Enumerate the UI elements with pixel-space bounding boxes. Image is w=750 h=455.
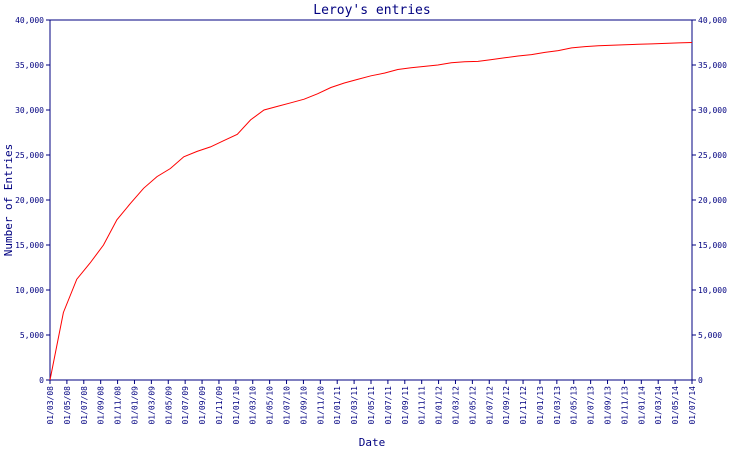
x-tick-label: 01/09/12	[502, 386, 511, 425]
x-tick-label: 01/03/11	[350, 386, 359, 425]
x-tick-label: 01/11/11	[418, 386, 427, 425]
chart-title: Leroy's entries	[313, 3, 430, 18]
y-right-tick-label: 30,000	[698, 106, 727, 115]
x-tick-label: 01/07/10	[283, 386, 292, 425]
x-tick-label: 01/01/13	[536, 386, 545, 425]
x-tick-label: 01/11/08	[114, 386, 123, 425]
y-right-tick-label: 5,000	[698, 331, 722, 340]
y-left-tick-label: 10,000	[15, 286, 44, 295]
y-left-tick-label: 20,000	[15, 196, 44, 205]
x-tick-label: 01/03/14	[654, 386, 663, 425]
y-left-tick-label: 25,000	[15, 151, 44, 160]
x-tick-label: 01/03/10	[249, 386, 258, 425]
x-tick-label: 01/05/12	[468, 386, 477, 425]
x-tick-label: 01/01/09	[130, 386, 139, 425]
x-tick-label: 01/09/08	[97, 386, 106, 425]
x-tick-label: 01/09/11	[401, 386, 410, 425]
x-tick-label: 01/09/09	[198, 386, 207, 425]
x-tick-label: 01/03/12	[451, 386, 460, 425]
y-left-tick-label: 0	[39, 376, 44, 385]
x-tick-label: 01/03/08	[46, 386, 55, 425]
series-line	[49, 42, 693, 381]
y-left-tick-label: 5,000	[20, 331, 44, 340]
x-tick-label: 01/09/13	[604, 386, 613, 425]
y-axis-right: 0 5,000 10,000 15,000 20,000 25,000 30,000 35,0…	[692, 16, 727, 385]
x-tick-label: 01/05/08	[63, 386, 72, 425]
y-left-tick-label: 15,000	[15, 241, 44, 250]
x-tick-label: 01/05/13	[570, 386, 579, 425]
x-tick-label: 01/07/14	[688, 386, 697, 425]
x-tick-label: 01/05/14	[671, 386, 680, 425]
x-tick-label: 01/05/11	[367, 386, 376, 425]
y-right-tick-label: 10,000	[698, 286, 727, 295]
x-tick-label: 01/01/11	[333, 386, 342, 425]
x-tick-label: 01/01/12	[435, 386, 444, 425]
x-tick-label: 01/11/12	[519, 386, 528, 425]
y-axis-left: 0 5,000 10,000 15,000 20,000 25,000 30,000 35,0…	[15, 16, 50, 385]
y-axis-label: Number of Entries	[2, 144, 15, 257]
x-tick-label: 01/05/09	[164, 386, 173, 425]
x-tick-label: 01/07/12	[485, 386, 494, 425]
y-right-tick-label: 40,000	[698, 16, 727, 25]
x-tick-label: 01/03/13	[553, 386, 562, 425]
x-tick-label: 01/11/10	[316, 386, 325, 425]
x-tick-label: 01/01/10	[232, 386, 241, 425]
x-tick-label: 01/09/10	[299, 386, 308, 425]
x-tick-label: 01/07/09	[181, 386, 190, 425]
x-tick-label: 01/01/14	[637, 386, 646, 425]
x-tick-label: 01/07/13	[587, 386, 596, 425]
y-left-tick-label: 30,000	[15, 106, 44, 115]
y-right-tick-label: 25,000	[698, 151, 727, 160]
x-tick-label: 01/07/11	[384, 386, 393, 425]
x-tick-label: 01/03/09	[147, 386, 156, 425]
x-tick-label: 01/11/09	[215, 386, 224, 425]
x-tick-label: 01/05/10	[266, 386, 275, 425]
plot-frame	[49, 19, 693, 381]
y-left-tick-label: 40,000	[15, 16, 44, 25]
y-right-tick-label: 20,000	[698, 196, 727, 205]
y-right-tick-label: 35,000	[698, 61, 727, 70]
y-right-tick-label: 0	[698, 376, 703, 385]
x-axis-label: Date	[359, 436, 386, 449]
y-right-tick-label: 15,000	[698, 241, 727, 250]
x-tick-label: 01/07/08	[80, 386, 89, 425]
y-left-tick-label: 35,000	[15, 61, 44, 70]
x-axis: 01/03/08 01/05/08 01/07/08 01/09/08 01/11/08…	[46, 380, 697, 425]
x-tick-label: 01/11/13	[620, 386, 629, 425]
